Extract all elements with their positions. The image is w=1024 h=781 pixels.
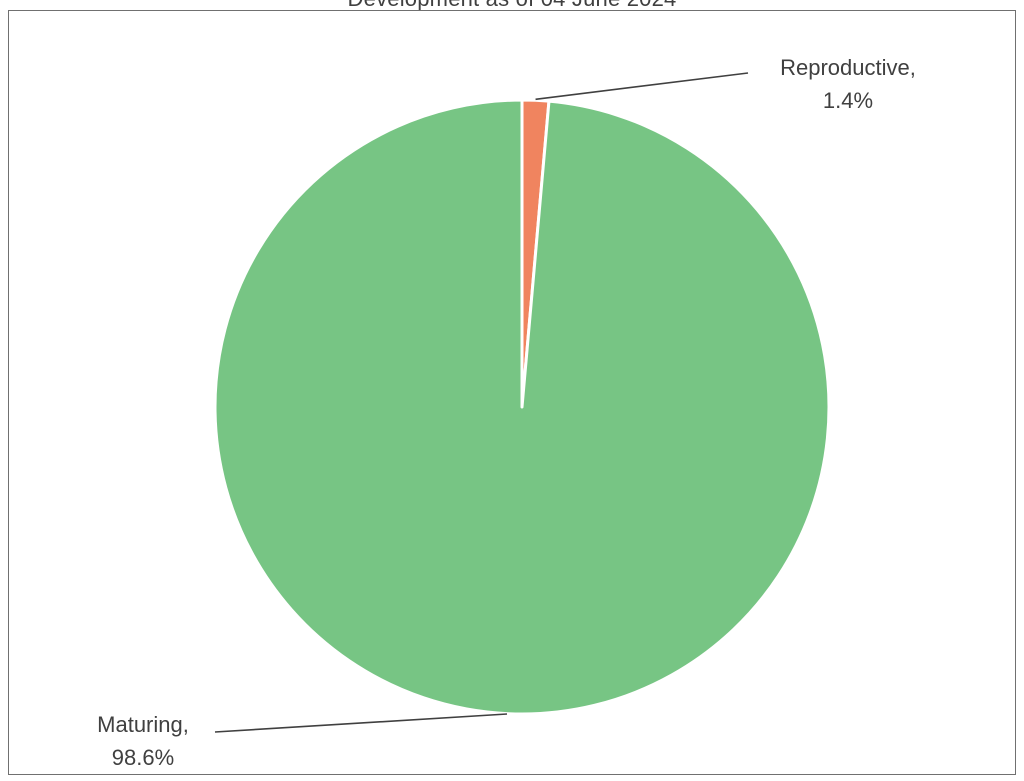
chart-title: Development as of 04 June 2024 (0, 0, 1024, 12)
slice-label-reproductive: Reproductive, (780, 55, 916, 80)
pie-slices (213, 98, 831, 716)
chart-frame (8, 10, 1016, 775)
leader-line-reproductive (535, 72, 749, 101)
slice-labels: Reproductive, 1.4% Maturing, 98.6% (97, 55, 916, 770)
pie-slice-maturing (213, 98, 831, 716)
leader-lines (214, 72, 749, 733)
slice-percent-maturing: 98.6% (112, 745, 174, 770)
slice-label-maturing: Maturing, (97, 712, 189, 737)
leader-line-maturing (214, 713, 508, 733)
slice-percent-reproductive: 1.4% (823, 88, 873, 113)
